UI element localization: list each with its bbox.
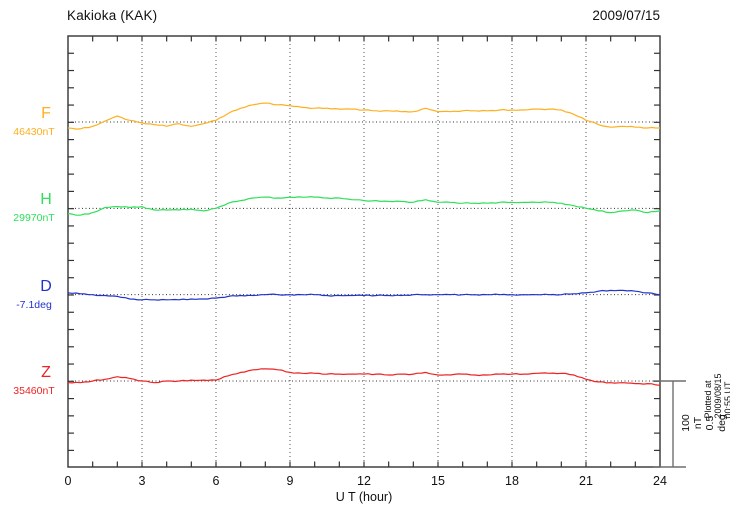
channel-Z-label: Z — [41, 363, 51, 381]
page-title: Kakioka (KAK) — [67, 8, 158, 23]
x-tick-label-0: 0 — [64, 474, 72, 488]
trace-F — [67, 102, 660, 130]
x-tick-label-21: 21 — [579, 474, 593, 488]
channel-H-label: H — [40, 191, 52, 209]
date-label: 2009/07/15 — [592, 8, 660, 23]
x-tick-label-6: 6 — [212, 474, 220, 488]
x-tick-label-18: 18 — [505, 474, 519, 488]
channel-H-reference-value: 29970nT — [13, 212, 55, 225]
x-axis-title: U T (hour) — [335, 490, 393, 504]
scale-bar-nt-label: 100 nT — [680, 414, 704, 432]
trace-D — [67, 289, 661, 301]
trace-H — [67, 195, 661, 216]
x-tick-label-12: 12 — [357, 474, 371, 488]
channel-F-reference-value: 46430nT — [13, 126, 55, 138]
x-tick-label-24: 24 — [653, 474, 667, 488]
x-tick-label-3: 3 — [138, 474, 146, 488]
x-tick-label-15: 15 — [431, 474, 445, 488]
channel-D-reference-value: -7.1deg — [16, 298, 52, 311]
plot-timestamp: Plotted at 2009/08/15 00:55 UT — [703, 373, 730, 419]
channel-D-label: D — [40, 277, 52, 295]
channel-F-label: F — [41, 105, 51, 122]
channel-Z-reference-value: 35460nT — [13, 384, 55, 397]
x-tick-label-9: 9 — [286, 474, 294, 488]
trace-Z — [67, 368, 661, 386]
